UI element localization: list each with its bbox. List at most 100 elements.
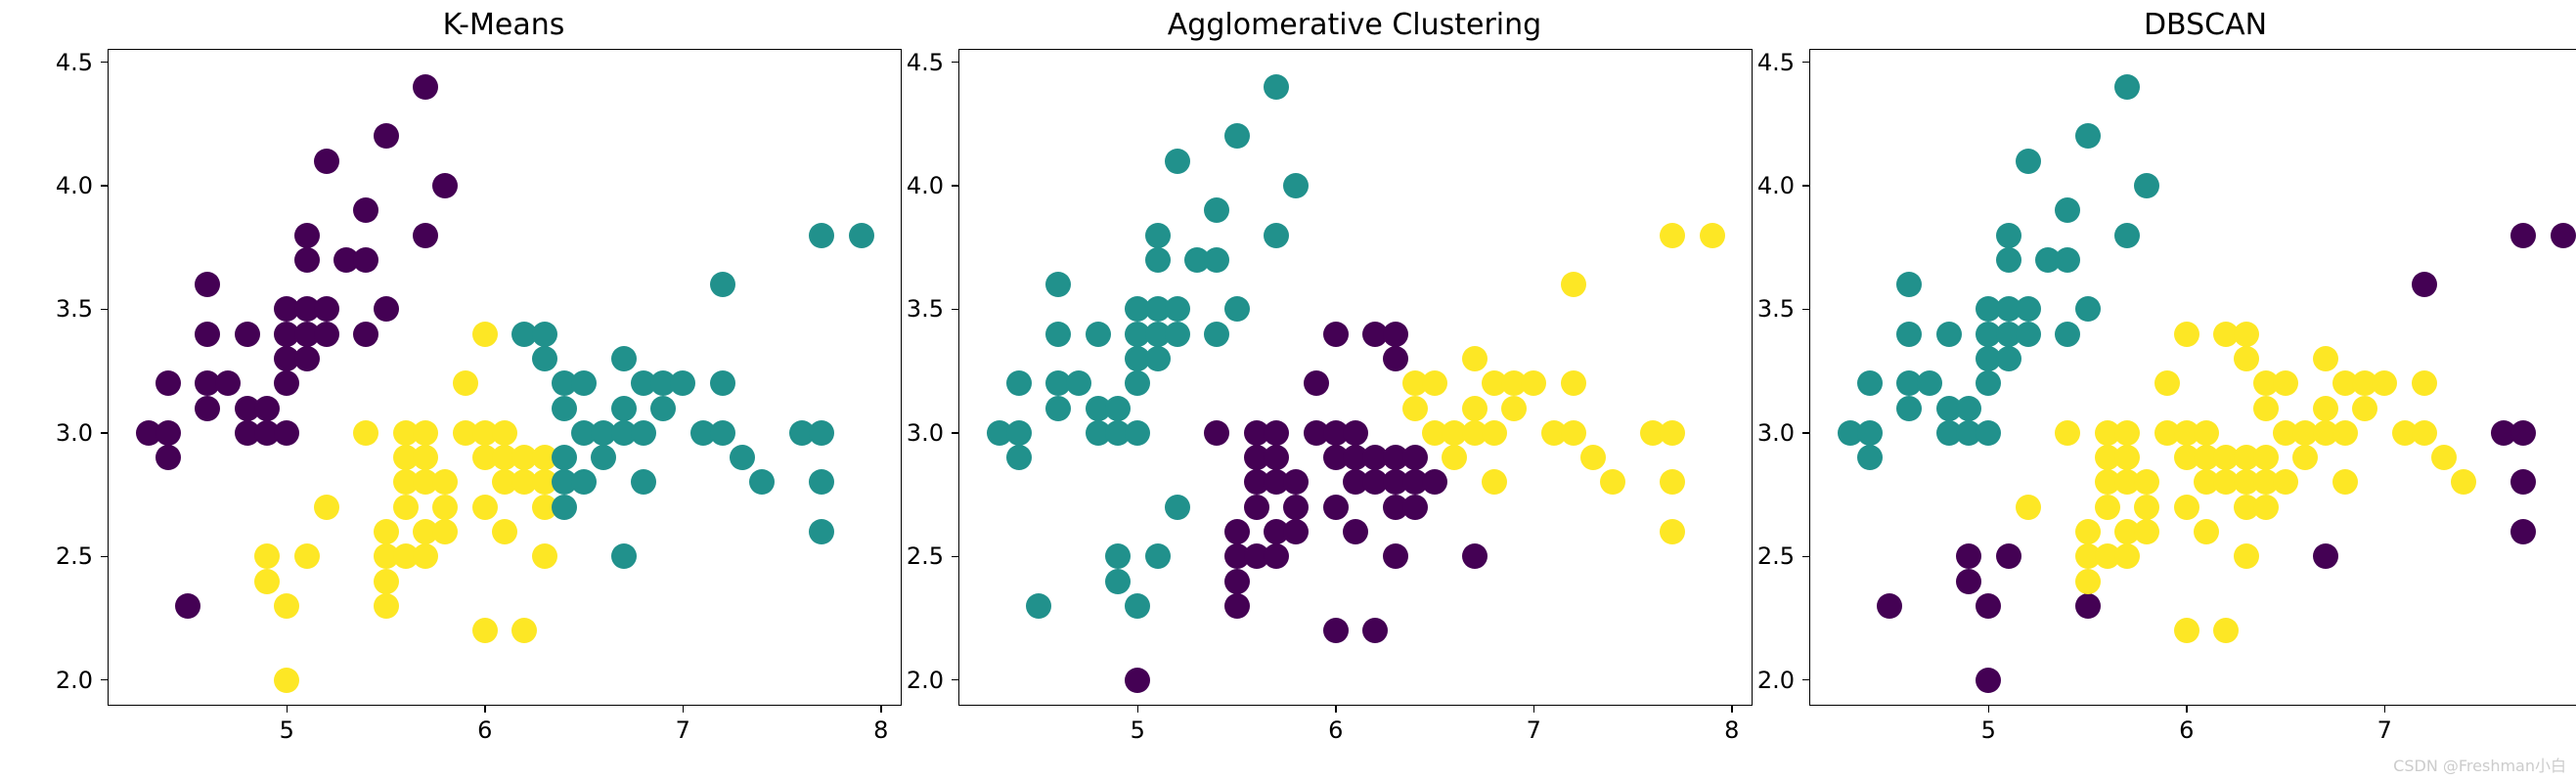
data-point bbox=[1086, 322, 1111, 347]
data-point bbox=[374, 519, 399, 544]
data-point bbox=[1956, 569, 1981, 594]
data-point bbox=[2075, 519, 2101, 544]
data-point bbox=[1877, 593, 1902, 619]
data-point bbox=[472, 322, 498, 347]
data-point bbox=[710, 420, 735, 446]
plot-area: 56782.02.53.03.54.04.5 bbox=[108, 49, 902, 706]
ytick-label: 3.0 bbox=[1757, 419, 1795, 447]
data-point bbox=[611, 543, 637, 569]
data-point bbox=[155, 370, 181, 396]
data-point bbox=[710, 370, 735, 396]
data-point bbox=[1402, 495, 1428, 520]
data-point bbox=[1482, 420, 1507, 446]
panel-kmeans: K-Means56782.02.53.03.54.04.5 bbox=[108, 49, 900, 706]
data-point bbox=[1323, 618, 1349, 643]
data-point bbox=[1343, 519, 1368, 544]
xtick-label: 7 bbox=[1527, 716, 1541, 744]
xtick-mark bbox=[1137, 705, 1139, 713]
ytick-mark bbox=[952, 679, 959, 681]
xtick-label: 6 bbox=[1328, 716, 1343, 744]
data-point bbox=[1996, 543, 2021, 569]
data-point bbox=[809, 519, 834, 544]
ytick-mark bbox=[101, 556, 109, 558]
ytick-label: 4.0 bbox=[56, 172, 93, 199]
ytick-mark bbox=[101, 432, 109, 434]
data-point bbox=[432, 173, 458, 198]
data-point bbox=[1917, 370, 1942, 396]
panel-title: DBSCAN bbox=[1809, 8, 2576, 42]
data-point bbox=[1343, 420, 1368, 446]
data-point bbox=[1224, 569, 1250, 594]
data-point bbox=[591, 445, 616, 470]
ytick-mark bbox=[101, 62, 109, 64]
data-point bbox=[1462, 346, 1488, 371]
data-point bbox=[1165, 149, 1190, 174]
panel-title: Agglomerative Clustering bbox=[958, 8, 1751, 42]
data-point bbox=[472, 495, 498, 520]
data-point bbox=[2313, 396, 2338, 421]
data-point bbox=[809, 420, 834, 446]
data-point bbox=[611, 346, 637, 371]
xtick-mark bbox=[287, 705, 289, 713]
data-point bbox=[1006, 420, 1032, 446]
data-point bbox=[1561, 420, 1586, 446]
ytick-label: 2.5 bbox=[907, 542, 944, 570]
data-point bbox=[1521, 370, 1546, 396]
data-point bbox=[2055, 322, 2080, 347]
data-point bbox=[254, 543, 280, 569]
data-point bbox=[1660, 420, 1685, 446]
ytick-mark bbox=[952, 556, 959, 558]
data-point bbox=[1006, 370, 1032, 396]
data-point bbox=[2292, 445, 2318, 470]
data-point bbox=[1561, 272, 1586, 297]
data-point bbox=[1125, 370, 1150, 396]
data-point bbox=[1660, 223, 1685, 248]
data-point bbox=[1244, 495, 1269, 520]
data-point bbox=[1996, 247, 2021, 273]
data-point bbox=[1105, 569, 1131, 594]
data-point bbox=[1224, 593, 1250, 619]
data-point bbox=[2510, 223, 2536, 248]
xtick-mark bbox=[484, 705, 486, 713]
data-point bbox=[1204, 197, 1229, 223]
data-point bbox=[1996, 223, 2021, 248]
data-point bbox=[2313, 543, 2338, 569]
data-point bbox=[2174, 618, 2199, 643]
data-point bbox=[2075, 593, 2101, 619]
data-point bbox=[1402, 445, 1428, 470]
ytick-mark bbox=[101, 679, 109, 681]
data-point bbox=[2174, 322, 2199, 347]
data-point bbox=[2114, 445, 2140, 470]
data-point bbox=[1323, 322, 1349, 347]
data-point bbox=[353, 247, 378, 273]
ytick-label: 2.0 bbox=[56, 667, 93, 694]
watermark: CSDN @Freshman小白 bbox=[2393, 753, 2566, 776]
data-point bbox=[2016, 322, 2041, 347]
data-point bbox=[413, 445, 438, 470]
plot-area: 56782.02.53.03.54.04.5 bbox=[1809, 49, 2576, 706]
data-point bbox=[413, 543, 438, 569]
data-point bbox=[2194, 519, 2219, 544]
data-point bbox=[314, 322, 339, 347]
data-point bbox=[1383, 346, 1408, 371]
data-point bbox=[1857, 445, 1883, 470]
data-point bbox=[353, 420, 378, 446]
data-point bbox=[2114, 223, 2140, 248]
data-point bbox=[254, 569, 280, 594]
data-point bbox=[2412, 272, 2437, 297]
panel-dbscan: DBSCAN56782.02.53.03.54.04.5 bbox=[1809, 49, 2576, 706]
ytick-mark bbox=[1802, 679, 1810, 681]
xtick-mark bbox=[1731, 705, 1733, 713]
data-point bbox=[2134, 519, 2159, 544]
data-point bbox=[2551, 223, 2576, 248]
data-point bbox=[1442, 445, 1467, 470]
data-point bbox=[1896, 322, 1922, 347]
data-point bbox=[571, 469, 597, 495]
data-point bbox=[413, 223, 438, 248]
data-point bbox=[2352, 396, 2377, 421]
data-point bbox=[2114, 74, 2140, 100]
data-point bbox=[1700, 223, 1725, 248]
data-point bbox=[1462, 396, 1488, 421]
data-point bbox=[1323, 495, 1349, 520]
data-point bbox=[2412, 420, 2437, 446]
